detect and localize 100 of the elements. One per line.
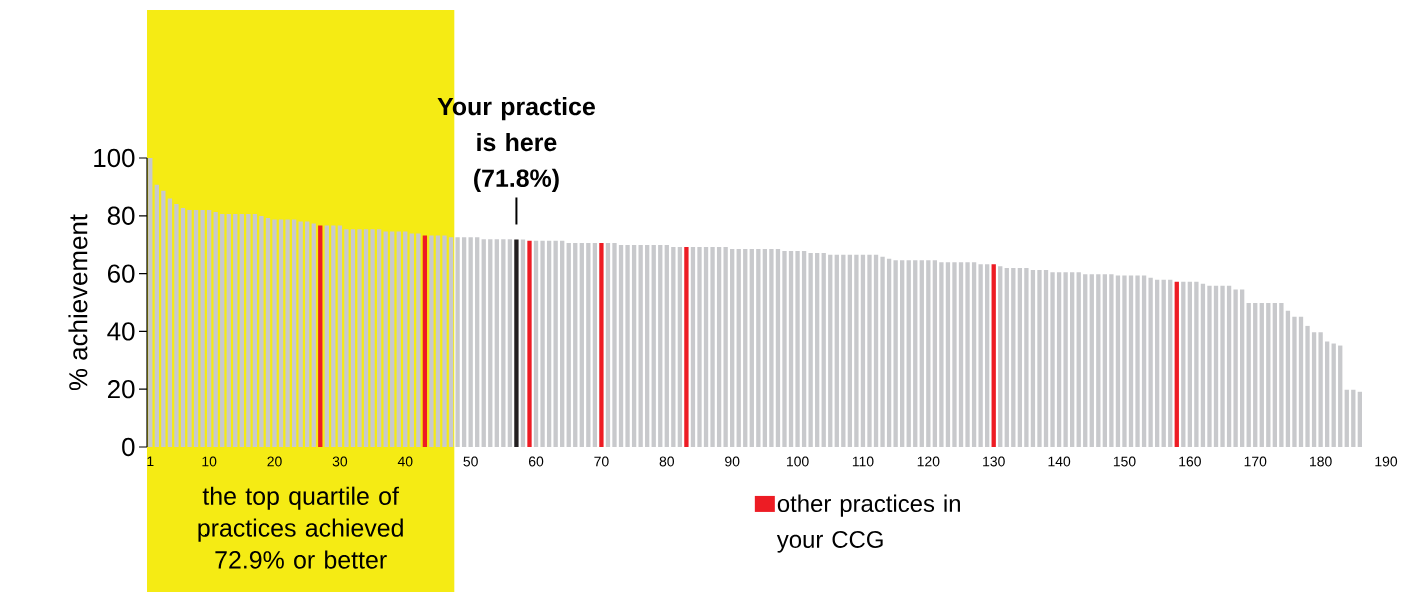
bar: [880, 256, 885, 447]
bar: [795, 251, 800, 447]
x-tick-label: 170: [1244, 456, 1267, 467]
bar: [971, 262, 977, 447]
bar: [978, 264, 983, 447]
bar: [867, 254, 872, 447]
bar: [265, 218, 271, 447]
bar: [1305, 325, 1310, 447]
x-tick-label: 190: [1375, 456, 1398, 467]
bar: [442, 235, 447, 447]
bar: [507, 239, 513, 447]
bar: [167, 198, 173, 447]
bar: [1213, 285, 1219, 447]
bar: [769, 249, 774, 447]
bar: [259, 216, 264, 447]
bar: [1338, 345, 1343, 447]
bar: [1259, 303, 1264, 447]
bar: [461, 237, 467, 447]
bar: [1200, 283, 1206, 447]
bar: [1266, 303, 1271, 447]
bar: [677, 247, 683, 447]
bar: [429, 235, 434, 447]
bar: [468, 237, 473, 447]
bar: [1246, 303, 1251, 447]
bar: [821, 253, 826, 447]
bar: [1194, 281, 1199, 447]
bar: [958, 262, 964, 447]
bar: [703, 247, 709, 447]
bar: [1004, 268, 1009, 447]
bar: [684, 247, 689, 447]
bar: [1063, 272, 1068, 447]
bar: [631, 244, 637, 447]
bar: [494, 239, 499, 447]
bar: [161, 190, 166, 447]
bar: [174, 203, 179, 447]
bar: [1285, 310, 1291, 447]
bar: [710, 247, 715, 447]
bar: [481, 239, 486, 447]
x-tick-label: 140: [1048, 456, 1071, 467]
bar: [579, 242, 584, 447]
bar: [605, 242, 611, 447]
legend-label: other practices in your CCG: [776, 494, 960, 553]
bar: [376, 229, 382, 447]
bar: [1128, 275, 1134, 447]
bar: [801, 251, 807, 447]
bar: [893, 260, 898, 447]
x-tick-label: 40: [397, 456, 413, 467]
bar: [1292, 316, 1297, 447]
bar: [272, 219, 277, 447]
bar: [1011, 268, 1016, 447]
y-tick-label: 0: [122, 437, 135, 457]
x-tick-label: 120: [917, 456, 940, 467]
bar: [1187, 281, 1193, 447]
bar: [658, 244, 663, 447]
bar: [180, 207, 186, 447]
bar: [514, 239, 519, 447]
bar: [1357, 391, 1362, 447]
bar: [900, 260, 905, 447]
bar: [1253, 303, 1258, 447]
bar: [873, 254, 879, 447]
band-label: the top quartile of practices achieved 72.9% or better: [198, 486, 403, 569]
bar: [1155, 279, 1160, 447]
bar: [187, 210, 192, 447]
bar: [664, 244, 669, 447]
x-tick-label: 60: [528, 456, 544, 467]
bar: [403, 231, 408, 447]
bar: [926, 260, 931, 447]
bar: [945, 262, 951, 447]
bar: [612, 242, 617, 447]
bar: [1148, 277, 1153, 447]
bar: [1318, 332, 1323, 447]
bar: [723, 247, 728, 447]
x-tick-label: 50: [463, 456, 478, 467]
bar: [743, 249, 748, 447]
bar: [1331, 343, 1336, 447]
bar: [278, 219, 284, 447]
bar: [599, 242, 604, 447]
bar: [815, 253, 820, 447]
bar: [337, 225, 343, 447]
bar: [239, 214, 244, 447]
bar: [573, 242, 578, 447]
bar: [213, 212, 218, 447]
bar: [553, 240, 558, 447]
bar: [1311, 332, 1317, 447]
y-tick-label: 100: [94, 148, 135, 168]
bar: [193, 210, 199, 447]
y-axis-title: % achievement: [68, 214, 88, 391]
y-tick-label: 40: [107, 322, 135, 341]
bar: [1174, 281, 1179, 447]
bar: [1076, 272, 1081, 447]
bar: [233, 214, 238, 447]
bar: [324, 225, 329, 447]
bar: [998, 266, 1003, 447]
bar: [1102, 274, 1108, 447]
bar: [1279, 303, 1284, 447]
bar: [671, 247, 676, 447]
bar: [546, 240, 552, 447]
x-tick-label: 90: [725, 456, 740, 467]
bar: [991, 264, 996, 447]
x-tick-label: 10: [202, 456, 217, 467]
